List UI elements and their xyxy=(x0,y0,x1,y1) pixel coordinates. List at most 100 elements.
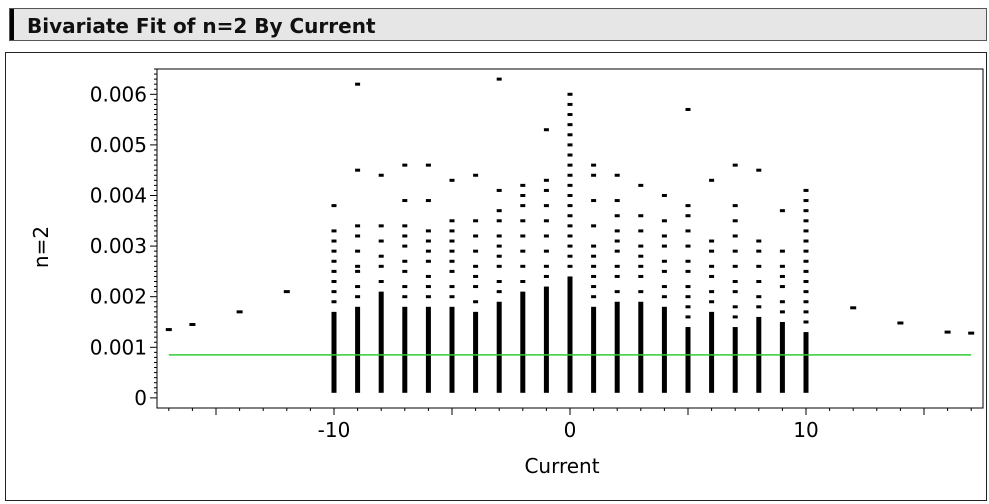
data-point xyxy=(732,204,738,208)
data-point xyxy=(567,264,573,268)
data-point xyxy=(803,249,809,253)
data-point xyxy=(897,321,904,325)
data-point xyxy=(685,244,691,248)
data-point-cluster xyxy=(709,311,715,393)
data-point xyxy=(425,199,431,203)
data-point xyxy=(496,219,502,223)
data-point-cluster xyxy=(402,306,408,393)
data-point xyxy=(543,219,549,223)
data-point xyxy=(543,128,549,132)
data-point xyxy=(732,290,738,294)
data-point-cluster xyxy=(473,311,479,393)
y-tick-label: 0 xyxy=(134,386,147,410)
data-point xyxy=(496,77,502,81)
data-point xyxy=(685,214,691,218)
data-point xyxy=(402,224,408,228)
data-point xyxy=(803,320,809,324)
data-point-cluster xyxy=(355,306,361,393)
data-point xyxy=(236,310,243,314)
data-point-cluster xyxy=(496,301,502,393)
data-point-cluster xyxy=(661,306,667,393)
data-point xyxy=(449,219,455,223)
data-point xyxy=(425,259,431,263)
scatter-plot: 0 0.001 0.002 0.003 0.004 0.005 0.006 -10 0 10 Cu… xyxy=(29,68,984,478)
data-point xyxy=(473,173,479,177)
data-point xyxy=(378,264,384,268)
data-point-cluster xyxy=(520,291,526,393)
data-point xyxy=(378,280,384,284)
data-point xyxy=(803,239,809,243)
data-point xyxy=(638,290,644,294)
data-point xyxy=(496,209,502,213)
data-point xyxy=(473,274,479,278)
data-point xyxy=(732,280,738,284)
data-point xyxy=(473,300,479,304)
data-point xyxy=(567,92,573,96)
data-point xyxy=(638,229,644,233)
data-point xyxy=(473,264,479,268)
data-point xyxy=(567,234,573,238)
data-point xyxy=(614,239,620,243)
data-point xyxy=(591,173,597,177)
data-point xyxy=(685,259,691,263)
data-point xyxy=(567,204,573,208)
data-point xyxy=(779,274,785,278)
data-point xyxy=(425,285,431,289)
data-point xyxy=(591,163,597,167)
data-point xyxy=(661,295,667,299)
data-point xyxy=(661,193,667,197)
data-point xyxy=(520,183,526,187)
data-point xyxy=(355,224,361,228)
report-title-bar[interactable]: Bivariate Fit of n=2 By Current xyxy=(9,8,987,41)
data-point xyxy=(449,269,455,273)
data-point xyxy=(331,290,337,294)
x-axis-title: Current xyxy=(524,454,599,478)
data-point xyxy=(331,249,337,253)
data-point xyxy=(756,295,762,299)
data-point xyxy=(449,285,455,289)
data-point-cluster xyxy=(425,306,431,393)
data-point xyxy=(355,285,361,289)
data-point-cluster xyxy=(803,332,809,393)
data-point xyxy=(803,209,809,213)
data-point xyxy=(567,153,573,157)
data-point xyxy=(567,173,573,177)
data-point xyxy=(661,259,667,263)
data-point xyxy=(756,280,762,284)
data-point xyxy=(425,274,431,278)
data-point xyxy=(331,239,337,243)
data-point xyxy=(543,178,549,182)
disclosure-icon[interactable] xyxy=(10,9,14,40)
data-point xyxy=(614,274,620,278)
data-point xyxy=(591,199,597,203)
data-point xyxy=(638,254,644,258)
data-point-cluster xyxy=(732,327,738,393)
data-point xyxy=(520,204,526,208)
data-point xyxy=(543,249,549,253)
x-tick-label: -10 xyxy=(318,418,351,442)
data-point-cluster xyxy=(331,311,337,393)
data-point xyxy=(543,204,549,208)
y-tick-label: 0.004 xyxy=(90,183,147,207)
data-point xyxy=(614,214,620,218)
data-point xyxy=(496,188,502,192)
y-tick-label: 0.003 xyxy=(90,234,147,258)
data-point xyxy=(803,280,809,284)
data-point xyxy=(378,239,384,243)
data-point xyxy=(803,188,809,192)
data-point xyxy=(449,259,455,263)
data-point xyxy=(779,310,785,314)
data-point xyxy=(567,133,573,137)
data-point xyxy=(591,295,597,299)
data-point xyxy=(709,239,715,243)
data-point xyxy=(685,315,691,319)
data-point xyxy=(355,264,361,268)
data-point xyxy=(165,328,172,332)
data-point xyxy=(473,249,479,253)
data-point xyxy=(732,305,738,309)
data-point xyxy=(803,300,809,304)
data-point xyxy=(543,274,549,278)
data-point xyxy=(732,234,738,238)
y-tick-label: 0.005 xyxy=(90,133,147,157)
data-point xyxy=(685,229,691,233)
